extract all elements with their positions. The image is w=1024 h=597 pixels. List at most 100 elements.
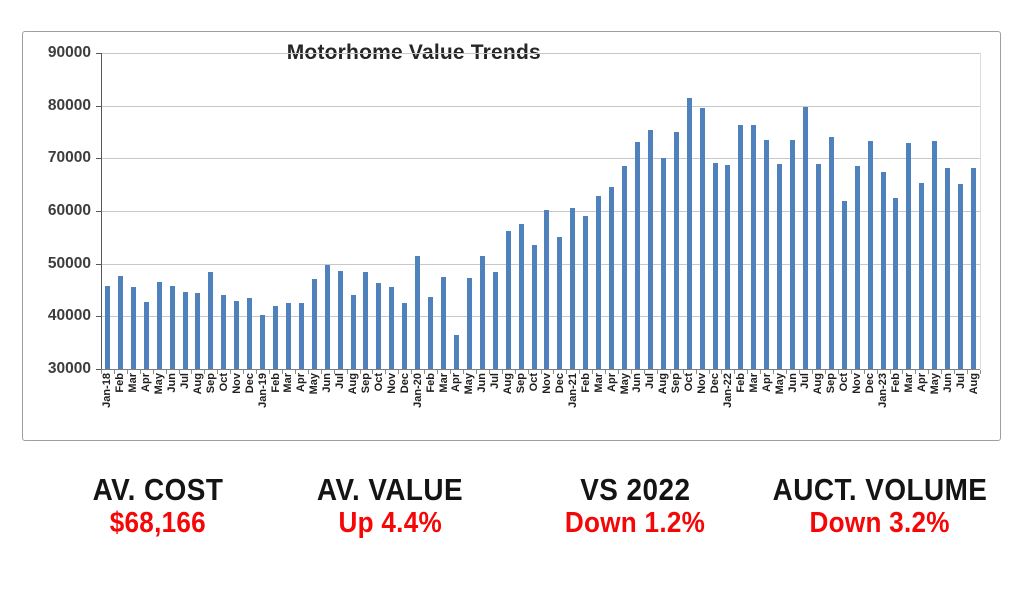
x-axis-tick — [527, 370, 529, 374]
chart-title: Motorhome Value Trends — [286, 41, 541, 64]
x-axis-label: Sep — [359, 373, 372, 394]
x-axis-label: Nov — [230, 373, 243, 394]
x-axis-label: Aug — [657, 373, 670, 395]
stat-label: AV. COST — [92, 472, 224, 507]
bar — [234, 301, 240, 369]
x-axis-label: Feb — [269, 373, 282, 393]
bar — [350, 294, 356, 369]
x-axis-label: Mar — [747, 373, 760, 393]
plot-area — [101, 53, 981, 370]
x-axis-tick — [773, 370, 775, 374]
x-axis-tick — [101, 370, 102, 374]
x-axis-tick — [850, 370, 852, 374]
x-axis-tick — [747, 370, 749, 374]
bar — [867, 141, 873, 369]
bar — [247, 298, 253, 369]
x-axis-label: Jul — [799, 373, 812, 389]
x-axis-label: Jun — [321, 373, 334, 393]
x-axis-label: Apr — [760, 373, 773, 392]
x-axis-label: May — [153, 373, 166, 395]
stat-value: Up 4.4% — [338, 506, 442, 539]
stat-auct-volume: AUCT. VOLUME Down 3.2% — [761, 472, 1000, 538]
x-axis-tick — [462, 370, 464, 374]
x-axis-tick — [643, 370, 645, 374]
x-axis-tick — [566, 370, 568, 374]
x-axis-tick — [669, 370, 671, 374]
bar — [324, 264, 330, 369]
x-axis-label: Mar — [592, 373, 605, 393]
stat-label: AV. VALUE — [316, 472, 464, 507]
stat-label: AUCT. VOLUME — [772, 472, 988, 507]
x-axis-tick — [243, 370, 245, 374]
gridline — [101, 53, 980, 54]
y-axis-tick — [96, 53, 101, 54]
bar — [725, 165, 731, 369]
x-axis-tick — [889, 370, 891, 374]
x-axis-label: Sep — [825, 373, 838, 394]
x-axis-tick — [980, 370, 981, 374]
x-axis-tick — [721, 370, 723, 374]
bar — [466, 277, 472, 369]
x-axis-tick — [488, 370, 490, 374]
x-axis-tick — [126, 370, 128, 374]
bar — [531, 244, 537, 369]
x-axis-tick — [372, 370, 374, 374]
x-axis-label: Jul — [334, 373, 347, 389]
x-axis-label: Jul — [489, 373, 502, 389]
x-axis-label: Oct — [838, 373, 851, 392]
x-axis-tick — [359, 370, 361, 374]
x-axis-tick — [618, 370, 620, 374]
x-axis-tick — [682, 370, 684, 374]
x-axis-label: Jan-19 — [256, 373, 269, 408]
bar — [932, 141, 938, 369]
x-axis-tick — [695, 370, 697, 374]
bar — [156, 281, 162, 369]
x-axis-label: Oct — [683, 373, 696, 392]
x-axis-label: May — [928, 373, 941, 395]
x-axis-label: Feb — [424, 373, 437, 393]
bar — [195, 292, 201, 369]
x-axis-tick — [876, 370, 878, 374]
stats-row: AV. COST $68,166 AV. VALUE Up 4.4% VS 20… — [0, 472, 1024, 554]
x-axis-tick — [152, 370, 154, 374]
x-axis-label: Sep — [204, 373, 217, 394]
y-axis-label: 70000 — [47, 149, 91, 167]
x-axis-label: Apr — [915, 373, 928, 392]
bar — [802, 106, 808, 369]
bar — [828, 137, 834, 369]
x-axis-label: Jun — [166, 373, 179, 393]
x-axis-tick — [501, 370, 503, 374]
y-axis-tick — [96, 211, 101, 212]
x-axis-tick — [967, 370, 969, 374]
y-axis-label: 80000 — [47, 96, 91, 114]
x-axis-tick — [411, 370, 413, 374]
bar — [221, 294, 227, 369]
bar — [311, 279, 317, 369]
bar — [841, 201, 847, 369]
bar — [273, 305, 278, 369]
x-axis-label: Jan-22 — [721, 373, 734, 408]
y-axis-label: 60000 — [47, 202, 91, 219]
bar — [790, 139, 796, 369]
x-axis-tick — [734, 370, 736, 374]
bar — [958, 183, 964, 369]
x-axis-label: Feb — [579, 373, 592, 393]
bar — [634, 142, 640, 369]
x-axis-label: Mar — [127, 373, 140, 393]
gridline — [101, 369, 980, 370]
bar — [544, 210, 550, 369]
x-axis-label: Mar — [282, 373, 295, 393]
bar — [751, 124, 757, 369]
x-axis-label: Dec — [709, 373, 721, 394]
x-axis-label: Nov — [851, 373, 864, 394]
bar — [738, 124, 744, 369]
x-axis-tick — [811, 370, 813, 374]
bar — [893, 197, 899, 369]
bar — [622, 165, 628, 369]
x-axis-label: Aug — [502, 373, 515, 395]
x-axis-tick — [165, 370, 167, 374]
bar — [880, 172, 886, 369]
bar — [182, 292, 188, 369]
x-axis-tick — [540, 370, 542, 374]
bar — [557, 237, 563, 369]
